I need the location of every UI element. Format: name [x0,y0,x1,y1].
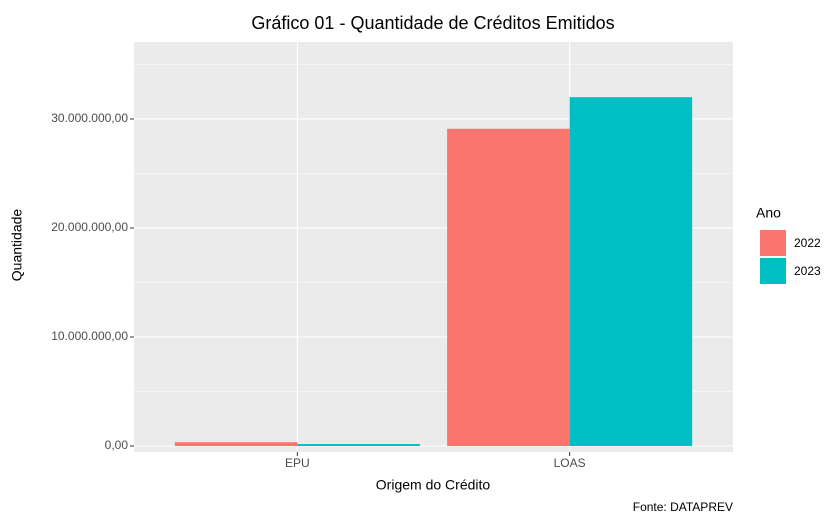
y-axis-title: Quantidade [9,209,25,282]
bar [297,444,420,447]
caption: Fonte: DATAPREV [633,500,733,514]
x-axis-title: Origem do Crédito [376,477,491,493]
y-tick-label: 10.000.000,00 [51,329,128,343]
legend-title: Ano [756,205,781,221]
x-tick-label: EPU [285,456,310,470]
x-tick-label: LOAS [554,456,586,470]
bar [174,442,298,447]
y-tick-label: 0,00 [105,438,129,452]
y-tick-label: 20.000.000,00 [51,220,128,234]
chart-title: Gráfico 01 - Quantidade de Créditos Emit… [251,13,614,33]
y-tick-label: 30.000.000,00 [51,111,128,125]
legend-key [760,230,786,256]
legend-label: 2022 [794,236,821,250]
bar [447,128,570,447]
legend-label: 2023 [794,264,821,278]
legend-key [760,258,786,284]
bar [569,97,693,447]
